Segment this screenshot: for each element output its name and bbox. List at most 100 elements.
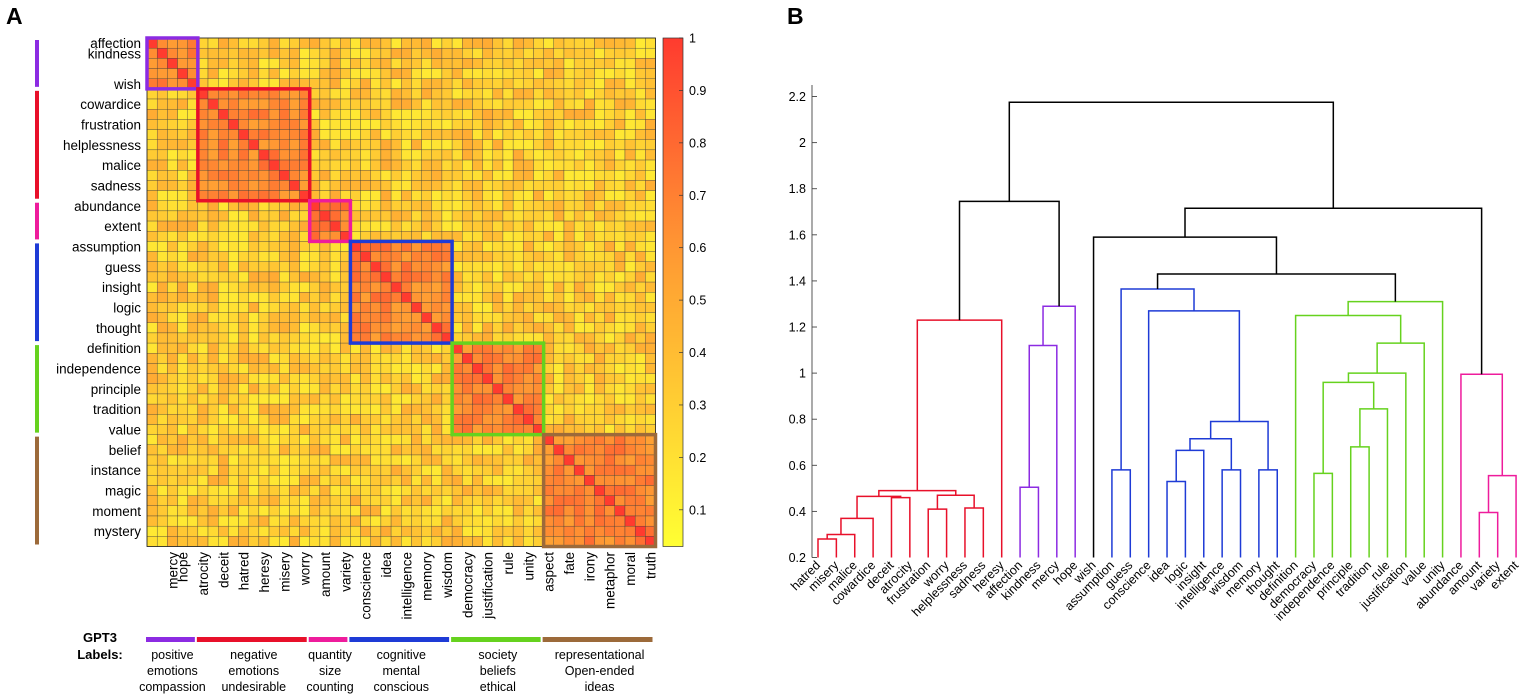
column-label: hope: [176, 552, 191, 582]
heatmap-cell: [380, 414, 392, 425]
row-label: belief: [109, 443, 142, 458]
heatmap-cell: [472, 403, 483, 415]
heatmap-cell: [329, 119, 341, 130]
heatmap-cell: [309, 281, 321, 293]
heatmap-cell: [218, 68, 229, 79]
heatmap-cell: [512, 129, 524, 140]
heatmap-cell: [645, 373, 656, 384]
heatmap-cell: [319, 88, 331, 100]
heatmap-cell: [380, 261, 392, 273]
heatmap-cell: [482, 98, 493, 110]
heatmap-cell: [248, 373, 260, 384]
heatmap-cell: [502, 241, 514, 252]
heatmap-cell: [156, 414, 168, 425]
heatmap-cell: [238, 434, 249, 445]
heatmap-cell: [380, 170, 392, 181]
heatmap-cell: [645, 332, 656, 344]
heatmap-cell: [462, 88, 473, 100]
heatmap-cell: [411, 129, 422, 140]
heatmap-cell: [289, 434, 300, 445]
heatmap-cell: [177, 231, 188, 242]
heatmap-cell: [502, 525, 514, 537]
heatmap-cell: [248, 454, 260, 466]
heatmap-cell: [167, 149, 178, 161]
heatmap-cell: [309, 444, 321, 456]
heatmap-cell: [492, 220, 504, 232]
heatmap-cell: [258, 231, 270, 242]
heatmap-cell: [604, 220, 615, 232]
heatmap-cell: [319, 525, 331, 537]
heatmap-cell: [360, 78, 371, 90]
heatmap-cell: [563, 200, 575, 212]
column-label: intelligence: [399, 552, 414, 620]
heatmap-cell: [604, 200, 615, 212]
heatmap-cell: [533, 241, 544, 252]
heatmap-cell: [390, 515, 402, 527]
heatmap-cell: [319, 139, 331, 151]
heatmap-cell: [350, 403, 361, 415]
heatmap-cell: [584, 68, 595, 79]
column-label: irony: [582, 552, 597, 582]
heatmap-cell: [360, 109, 371, 120]
heatmap-cell: [329, 139, 341, 151]
heatmap-cell: [218, 312, 229, 323]
row-label: affection: [90, 36, 141, 51]
heatmap-cell: [268, 393, 280, 405]
heatmap-cell: [279, 363, 290, 374]
heatmap-cell: [533, 200, 544, 212]
heatmap-cell: [380, 139, 392, 151]
heatmap-cell: [360, 525, 371, 537]
heatmap-cell: [594, 475, 605, 486]
heatmap-cell: [207, 525, 219, 537]
heatmap-cell: [360, 261, 371, 273]
heatmap-cell: [584, 495, 595, 506]
heatmap-cell: [329, 475, 341, 486]
heatmap-cell: [156, 373, 168, 384]
heatmap-cell: [553, 170, 565, 181]
heatmap-cell: [624, 47, 636, 59]
heatmap-cell: [380, 373, 392, 384]
heatmap-cell: [319, 68, 331, 79]
column-label: metaphor: [603, 552, 618, 610]
dendrogram-panel: 0.20.40.60.811.21.41.61.822.2 hatredmise…: [788, 85, 1522, 624]
heatmap-cell: [177, 312, 188, 323]
heatmap-cell: [228, 292, 239, 303]
heatmap-cell: [228, 159, 239, 171]
heatmap-cell: [329, 58, 341, 69]
heatmap-cell: [543, 261, 554, 273]
heatmap-cell: [360, 363, 371, 374]
heatmap-cell: [268, 434, 280, 445]
heatmap-cell: [624, 220, 636, 232]
heatmap-cell: [340, 485, 351, 496]
heatmap-cell: [523, 180, 534, 191]
heatmap-cell: [431, 261, 443, 273]
dendrogram-link: [856, 495, 902, 519]
heatmap-cell: [401, 170, 412, 181]
heatmap-cell: [380, 98, 392, 110]
heatmap-cell: [248, 312, 260, 323]
heatmap-cell: [258, 98, 270, 110]
heatmap-cell: [258, 281, 270, 293]
heatmap-cell: [543, 149, 554, 161]
heatmap-cell: [502, 363, 514, 374]
heatmap-cell: [228, 454, 239, 466]
heatmap-cell: [380, 129, 392, 140]
heatmap-cell: [492, 322, 504, 334]
heatmap-cell: [187, 414, 199, 425]
heatmap-cell: [228, 495, 239, 506]
heatmap-cell: [411, 98, 422, 110]
heatmap-cell: [360, 312, 371, 323]
heatmap-cell: [380, 109, 392, 120]
heatmap-cell: [543, 220, 554, 232]
y-tick-label: 2: [799, 136, 806, 150]
heatmap-cell: [624, 485, 636, 496]
gpt3-group-label: representational: [555, 648, 645, 662]
heatmap-cell: [238, 475, 249, 486]
heatmap-cell: [329, 403, 341, 415]
heatmap-cell: [238, 373, 249, 384]
heatmap-cell: [360, 495, 371, 506]
heatmap-cell: [319, 180, 331, 191]
heatmap-cell: [238, 515, 249, 527]
heatmap-cell: [299, 363, 310, 374]
heatmap-cell: [492, 47, 504, 59]
